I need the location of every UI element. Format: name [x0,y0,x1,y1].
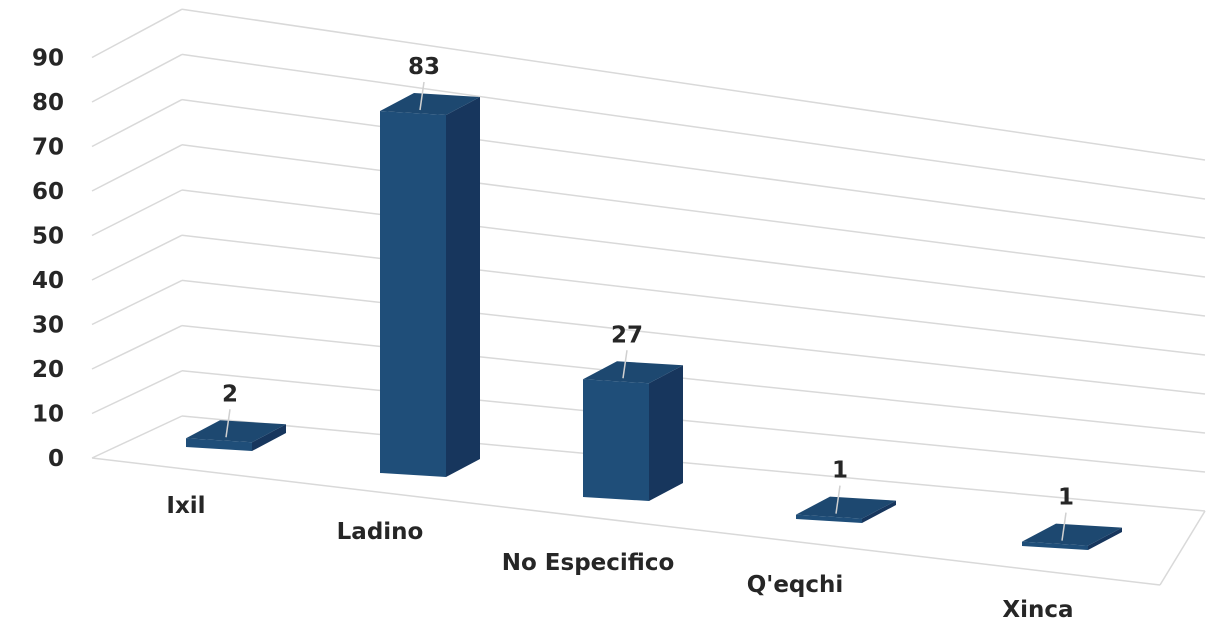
y-tick-label: 20 [32,357,64,383]
bar-side [252,424,286,451]
y-axis-ticks: 0 10 20 30 40 50 60 70 80 90 [32,46,64,473]
bar-0 [186,420,286,451]
bar-top [1022,523,1122,546]
category-label: Ladino [337,519,424,545]
bar-side [862,500,896,523]
data-label: 1 [832,458,848,484]
bar-top [583,361,683,384]
side-gridline-50 [91,189,183,237]
bar-front [1022,541,1088,550]
bar-front [796,514,862,523]
y-tick-label: 70 [32,135,64,161]
bar-3 [796,496,896,523]
y-tick-label: 40 [32,268,64,294]
gridline-30 [181,279,1206,395]
side-gridline-60 [91,144,183,192]
gridline-90 [181,8,1206,161]
side-gridline-80 [91,53,183,103]
gridline-70 [181,98,1206,239]
bar-front [186,438,252,451]
bar-front [380,111,446,478]
data-labels: 2 83 27 1 1 [222,54,1074,541]
floor-front-edge [91,457,1161,586]
bar-side [446,97,480,478]
gridlines [91,8,1206,586]
leader-line [835,485,841,514]
data-label: 2 [222,381,238,407]
data-label: 83 [408,54,440,80]
bar-top [796,496,896,519]
side-gridline-20 [91,324,183,370]
side-gridline-40 [91,234,183,281]
side-gridline-90 [91,8,183,59]
bar-top [380,93,480,116]
leader-line [225,409,231,438]
bar-front [583,379,649,501]
bar-2 [583,361,683,501]
y-tick-label: 60 [32,179,64,205]
side-gridline-70 [91,98,183,148]
gridline-60 [181,144,1206,278]
category-label: Xinca [1002,597,1073,623]
y-tick-label: 80 [32,90,64,116]
y-tick-label: 10 [32,402,64,428]
category-label: Ixil [166,493,205,519]
gridline-20 [181,324,1206,434]
y-tick-label: 50 [32,224,64,250]
floor-right-edge [1159,510,1206,586]
y-tick-label: 0 [48,446,64,472]
bar-side [649,365,683,501]
data-label: 1 [1058,485,1074,511]
bar-side [1088,527,1122,550]
category-labels: Ixil Ladino No Especifico Q'eqchi Xinca [166,493,1073,623]
bar-4 [1022,523,1122,550]
bar-1 [380,93,480,478]
gridline-40 [181,234,1206,356]
y-tick-label: 90 [32,46,64,72]
category-label: No Especifico [502,550,675,576]
data-label: 27 [611,322,643,348]
category-label: Q'eqchi [747,572,844,598]
side-gridline-30 [91,279,183,326]
leader-line [622,350,628,379]
gridline-0 [181,415,1206,512]
leader-line [1061,512,1067,541]
y-tick-label: 30 [32,313,64,339]
side-gridline-10 [91,370,183,415]
gridline-50 [181,189,1206,317]
gridline-80 [181,53,1206,200]
bars [186,93,1122,550]
leader-line [419,81,425,111]
bar-top [186,420,286,443]
gridline-10 [181,370,1206,473]
side-gridline-0 [91,415,183,459]
